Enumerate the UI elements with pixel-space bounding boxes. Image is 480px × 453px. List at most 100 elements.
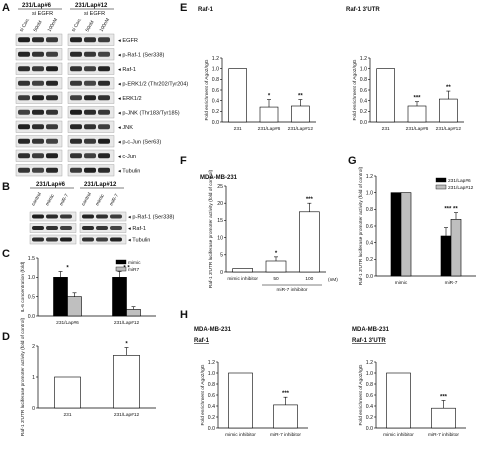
panel-a-band [84, 95, 96, 101]
panel-e2-bar [407, 105, 427, 123]
panel-a-lane-2b: 50nM [85, 20, 96, 33]
panel-b-band [96, 214, 108, 219]
panel-a-band [18, 80, 30, 86]
panel-a-band [98, 153, 110, 159]
panel-g-x-tick: mimic [395, 280, 408, 286]
panel-d-y-tick: 1 [32, 375, 35, 381]
panel-e1-x-tick: 231 [234, 126, 242, 132]
panel-h1-y-label: Fold enrichment of Ago2/IgG [200, 364, 206, 425]
panel-c-y-tick: 1.0 [28, 275, 35, 281]
panel-f-letter: F [180, 155, 187, 167]
panel-f-y-tick: 5 [220, 253, 223, 259]
panel-e1-y-tick: 0.2 [212, 109, 219, 115]
panel-f-significance: *** [306, 197, 314, 203]
panel-h1-y-tick: 1.0 [208, 371, 215, 377]
panel-h1-y-tick: 1.2 [208, 360, 215, 366]
panel-e1-y-tick: 1.0 [212, 66, 219, 72]
panel-e2-bar [439, 98, 458, 123]
panel-a-band [18, 37, 30, 43]
panel-f-unit: (nM) [328, 277, 338, 283]
panel-f-y-tick: 25 [217, 184, 223, 190]
panel-a-band [32, 138, 44, 144]
panel-a-band [32, 66, 44, 72]
panel-a-band-label: ◂ EGFR [118, 38, 138, 44]
panel-b-band [110, 226, 122, 230]
panel-f-bar [299, 211, 320, 273]
panel-c-bar [53, 277, 68, 317]
panel-c-legend-swatch [115, 266, 127, 272]
panel-e1-x-tick: 231/Lap#6 [258, 126, 281, 132]
panel-a-band [46, 124, 58, 130]
panel-a-band [46, 167, 58, 173]
panel-f-y-tick: 15 [217, 218, 223, 224]
panel-a-band [32, 124, 44, 130]
panel-g-significance: *** ** [444, 207, 458, 213]
panel-e-letter: E [180, 2, 187, 14]
panel-c-legend-label: miR7 [128, 267, 140, 273]
panel-d-x-tick: 231 [63, 412, 71, 418]
panel-b-blots: ◂ p-Raf-1 (Ser338) ◂ Raf-1 ◂ Tubulin [29, 211, 174, 245]
panel-e2-x-tick: 231/Lap#6 [406, 126, 429, 132]
panel-e2-x-tick: 231 [382, 126, 390, 132]
panel-h1-x-tick: miR-7 inhibitor [270, 432, 301, 438]
panel-b-band [82, 226, 94, 230]
panel-a-band [98, 51, 110, 57]
panel-h1-bar [273, 404, 298, 429]
panel-e2-bar [376, 68, 395, 123]
panel-d-y-label: Raf-1 3'UTR luciferase promoter activity… [20, 317, 26, 436]
panel-g-y-label: Raf-1 3'UTR luciferase promoter activity… [358, 166, 364, 285]
panel-a-band [98, 80, 110, 86]
panel-a-band [70, 124, 82, 130]
panel-a-band-label: ◂ ERK1/2 [118, 96, 142, 102]
panel-a-band [46, 109, 58, 115]
panel-f-y-tick: 20 [217, 201, 223, 207]
panel-h2-y-tick: 0.2 [366, 415, 373, 421]
panel-h1-x-tick: mimic inhibitor [225, 432, 256, 438]
panel-c-y-tick: 0.5 [28, 294, 35, 300]
panel-b-band [46, 214, 58, 219]
panel-h2-y-tick: 1.2 [366, 360, 373, 366]
panel-e-chart-title: Raf-1 3'UTR [346, 7, 380, 13]
panel-e2-x-tick: 231/Lap#12 [436, 126, 462, 132]
panel-a-band [46, 153, 58, 159]
panel-f-group-label: miR-7 inhibitor [277, 287, 308, 293]
panel-e2-y-tick: 0.8 [360, 77, 367, 83]
panel-h1-y-tick: 0.2 [208, 415, 215, 421]
panel-a-band [70, 153, 82, 159]
panel-e1-y-label: Fold enrichment of Ago2/IgG [204, 59, 210, 120]
panel-c-x-tick: 231/Lap#12 [114, 320, 140, 326]
panel-a-band [70, 51, 82, 57]
panel-g-y-tick: 0.4 [366, 240, 373, 246]
panel-a-band [32, 109, 44, 115]
panel-c-legend-label: mimic [128, 260, 141, 266]
panel-h1-y-tick: 0.0 [208, 426, 215, 432]
panel-d-bar [113, 354, 140, 409]
panel-b-group-2: 231/Lap#12 [84, 182, 117, 188]
panel-c-y-label: IL-6 concentration (fold) [20, 261, 26, 312]
panel-a-blots: ◂ EGFR ◂ p-Raf-1 (Ser338) ◂ Raf-1 ◂ p-ERK1/… [15, 33, 188, 177]
panel-e2-significance: *** [413, 96, 421, 102]
panel-g-y-tick: 0.0 [366, 274, 373, 280]
panel-d-y-tick: 0 [32, 406, 35, 412]
panel-a-band-label: ◂ Raf-1 [118, 67, 136, 73]
panel-a-band [98, 109, 110, 115]
panel-g-letter: G [348, 155, 357, 167]
panel-b-lane-3b: miR-7 [109, 193, 121, 207]
panel-a-band [70, 95, 82, 101]
panel-a-band [84, 138, 96, 144]
panel-c-bar [67, 296, 82, 317]
panel-g-legend-swatch [435, 177, 447, 183]
panel-e1-y-tick: 0.4 [212, 98, 219, 104]
panel-a-band [84, 37, 96, 43]
panel-h2-x-tick: mimic inhibitor [383, 432, 414, 438]
panel-c-y-tick: 1.5 [28, 256, 35, 262]
panel-b-band-label: ◂ p-Raf-1 (Ser338) [128, 214, 174, 220]
panel-a-band [70, 167, 82, 173]
panel-f-x-tick: 50 [273, 276, 279, 282]
panel-e1-x-tick: 231/Lap#12 [288, 126, 314, 132]
panel-b-band [82, 237, 94, 242]
panel-h2-y-tick: 0.4 [366, 404, 373, 410]
panel-a-band [46, 37, 58, 43]
panel-c-legend-swatch [115, 259, 127, 265]
